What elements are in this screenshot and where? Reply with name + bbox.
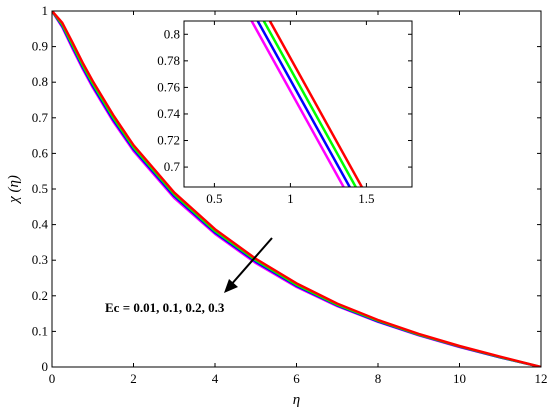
y-tick-label: 0.9 <box>32 39 48 54</box>
series-line-2 <box>256 21 351 187</box>
x-tick-label: 10 <box>453 371 466 386</box>
x-axis-label: η <box>293 392 300 408</box>
x-tick-label: 6 <box>293 371 300 386</box>
series-group <box>250 21 363 187</box>
y-tick-label: 0.74 <box>157 106 180 121</box>
series-group <box>52 11 541 367</box>
y-tick-label: 0.72 <box>157 133 180 148</box>
x-tick-label: 0.5 <box>206 191 222 206</box>
y-tick-label: 0.5 <box>32 181 48 196</box>
y-tick-label: 0.1 <box>32 323 48 338</box>
annotation-text: Ec = 0.01, 0.1, 0.2, 0.3 <box>105 300 225 315</box>
axes-frame <box>183 20 413 188</box>
series-line-1 <box>250 21 345 187</box>
x-tick-label: 12 <box>535 371 548 386</box>
y-tick-label: 0.7 <box>32 110 49 125</box>
series-line-4 <box>268 21 363 187</box>
y-axis-label: χ (η) <box>6 175 22 205</box>
inset-chart: 0.5 1 1.5 0.7 0.72 0.74 0.76 0.78 0.8 <box>157 20 413 206</box>
y-tick-label: 0.8 <box>164 26 180 41</box>
y-tick-label: 0.78 <box>157 53 180 68</box>
x-tick-label: 4 <box>212 371 219 386</box>
x-tick-label: 1 <box>287 191 294 206</box>
y-tick-label: 0.3 <box>32 252 48 267</box>
annotation-arrowhead-icon <box>224 279 238 293</box>
y-tick-label: 0.4 <box>32 217 49 232</box>
annotation-arrow <box>229 237 273 287</box>
y-tick-label: 0 <box>42 359 49 374</box>
y-tick-label: 0.76 <box>157 79 180 94</box>
series-line-4 <box>52 11 541 367</box>
y-tick-label: 0.8 <box>32 74 48 89</box>
y-tick-label: 0.2 <box>32 288 48 303</box>
series-line-3 <box>262 21 357 187</box>
x-tick-label: 8 <box>375 371 382 386</box>
x-tick-label: 2 <box>130 371 137 386</box>
annotation: Ec = 0.01, 0.1, 0.2, 0.3 <box>105 237 273 315</box>
y-tick-label: 0.6 <box>32 145 49 160</box>
x-tick-label: 0 <box>49 371 56 386</box>
x-tick-label: 1.5 <box>358 191 374 206</box>
y-tick-label: 1 <box>42 3 49 18</box>
y-tick-label: 0.7 <box>164 159 181 174</box>
